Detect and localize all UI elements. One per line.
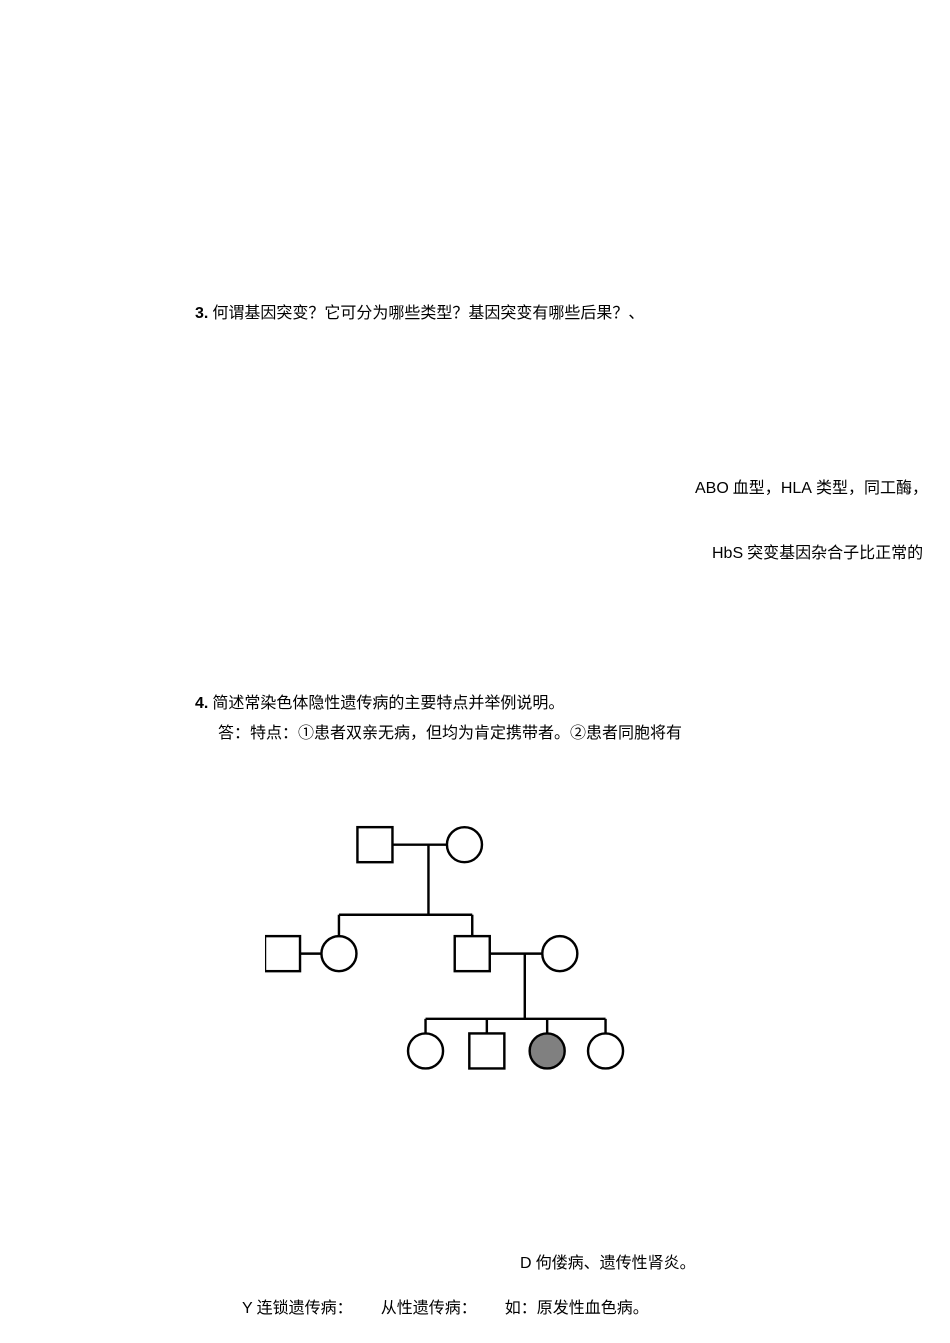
question-4: 4. 简述常染色体隐性遗传病的主要特点并举例说明。 [195,690,564,719]
q4-number: 4. [195,695,208,712]
text-d-diseases: D 佝偻病、遗传性肾炎。 [520,1250,696,1279]
text-hbs: HbS 突变基因杂合子比正常的 [712,540,923,569]
q4-answer-line1: 答：特点：①患者双亲无病，但均为肯定携带者。②患者同胞将有 [218,720,682,749]
text-abo-hla: ABO 血型，HLA 类型，同工酶， [695,475,928,504]
question-3: 3. 何谓基因突变？它可分为哪些类型？基因突变有哪些后果？、 [195,300,644,329]
text-example: 如：原发性血色病。 [505,1300,649,1317]
text-sex-influenced: 从性遗传病： [381,1300,477,1317]
q4-text: 简述常染色体隐性遗传病的主要特点并举例说明。 [212,695,564,712]
pedigree-diagram [265,806,625,1076]
q3-number: 3. [195,305,208,322]
text-y-linked: Y 连锁遗传病： 从性遗传病： 如：原发性血色病。 [242,1295,649,1324]
q3-text: 何谓基因突变？它可分为哪些类型？基因突变有哪些后果？、 [212,305,644,322]
